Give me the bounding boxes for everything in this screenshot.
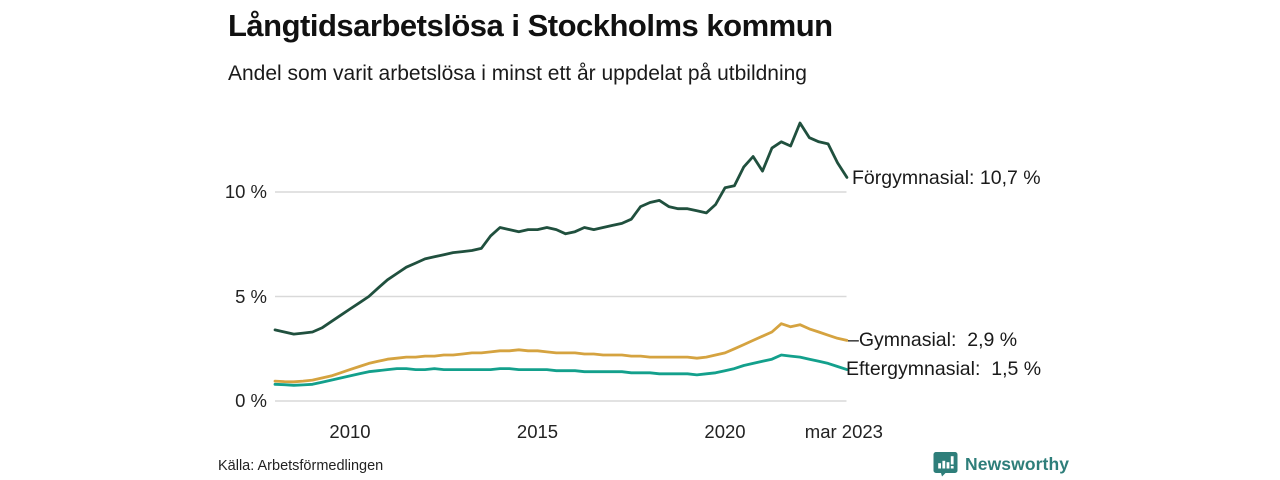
- brand-footer: Newsworthy: [933, 451, 1069, 477]
- logo-exclamation-bar: [950, 456, 954, 465]
- x-tick-label: 2010: [329, 421, 371, 442]
- logo-bar-2: [942, 460, 946, 469]
- source-note: Källa: Arbetsförmedlingen: [218, 458, 384, 474]
- x-tick-label: mar 2023: [804, 421, 883, 442]
- x-tick-label: 2020: [704, 421, 746, 442]
- newsworthy-logo-icon: [933, 452, 958, 477]
- series-lines: [273, 121, 849, 387]
- y-tick-label: 10 %: [224, 181, 267, 202]
- series-line-eftergymnasial: [273, 353, 849, 387]
- series-line-gymnasial: [273, 322, 849, 384]
- x-tick-label: 2015: [516, 421, 559, 442]
- y-tick-label: 0 %: [235, 390, 267, 411]
- series-label-eftergymnasial: Eftergymnasial: 1,5 %: [846, 358, 1042, 380]
- y-tick-label: 5 %: [235, 285, 267, 307]
- series-label-forgymnasial: Förgymnasial: 10,7 %: [852, 167, 1041, 189]
- logo-exclamation-dot: [950, 466, 954, 469]
- gymnasial-label-text: Gymnasial: 2,9 %: [858, 329, 1018, 351]
- logo-bar-3: [946, 462, 950, 469]
- logo-bar-1: [938, 463, 941, 469]
- chart-title: Långtidsarbetslösa i Stockholms kommun: [228, 8, 833, 43]
- series-line-forgymnasial: [273, 121, 849, 336]
- brand-name: Newsworthy: [965, 453, 1070, 474]
- gymnasial-label-dash: –: [848, 329, 859, 351]
- chart-subtitle: Andel som varit arbetslösa i minst ett å…: [228, 62, 807, 85]
- series-label-gymnasial: –Gymnasial: 2,9 %: [848, 329, 1017, 352]
